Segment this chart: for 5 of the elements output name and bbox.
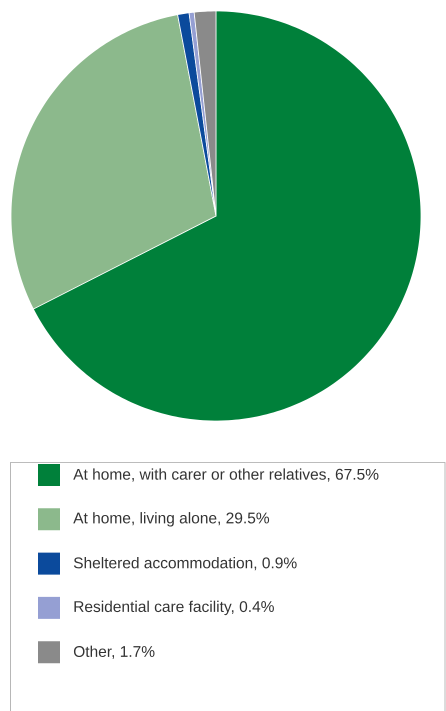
legend-label: Sheltered accommodation, 0.9%	[74, 557, 297, 570]
legend-label: Residential care facility, 0.4%	[74, 600, 274, 616]
legend-label: Other, 1.7%	[74, 646, 154, 659]
legend-label: At home, living alone, 29.5%	[73, 512, 270, 527]
legend-label: At home, with carer or other relatives, 67.5%	[73, 468, 378, 482]
